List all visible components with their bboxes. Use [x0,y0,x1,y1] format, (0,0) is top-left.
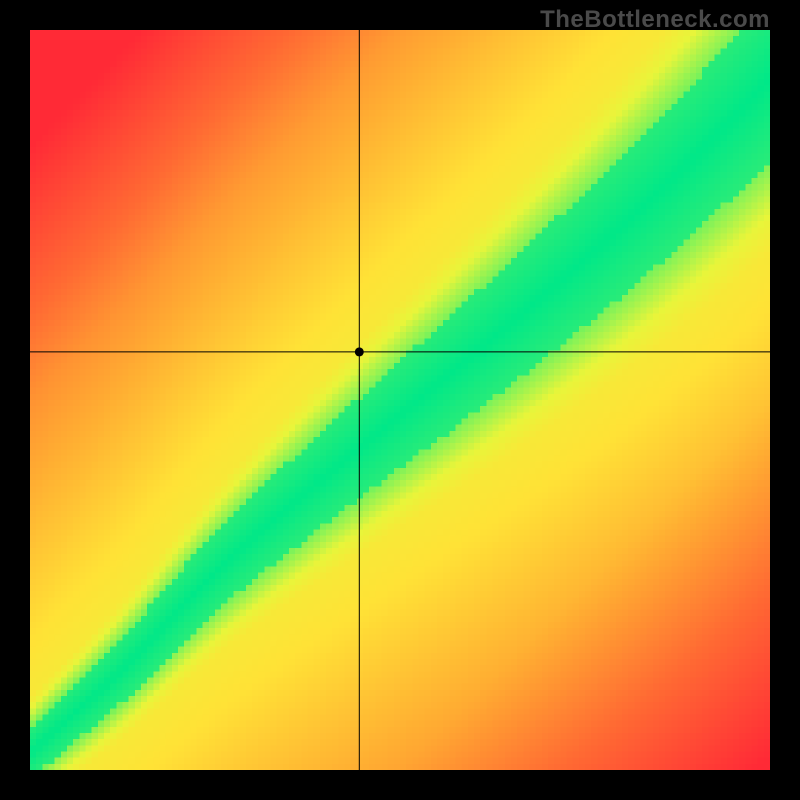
bottleneck-heatmap [30,30,770,770]
watermark-text: TheBottleneck.com [540,6,770,34]
chart-container: TheBottleneck.com [0,0,800,800]
plot-area [30,30,770,770]
